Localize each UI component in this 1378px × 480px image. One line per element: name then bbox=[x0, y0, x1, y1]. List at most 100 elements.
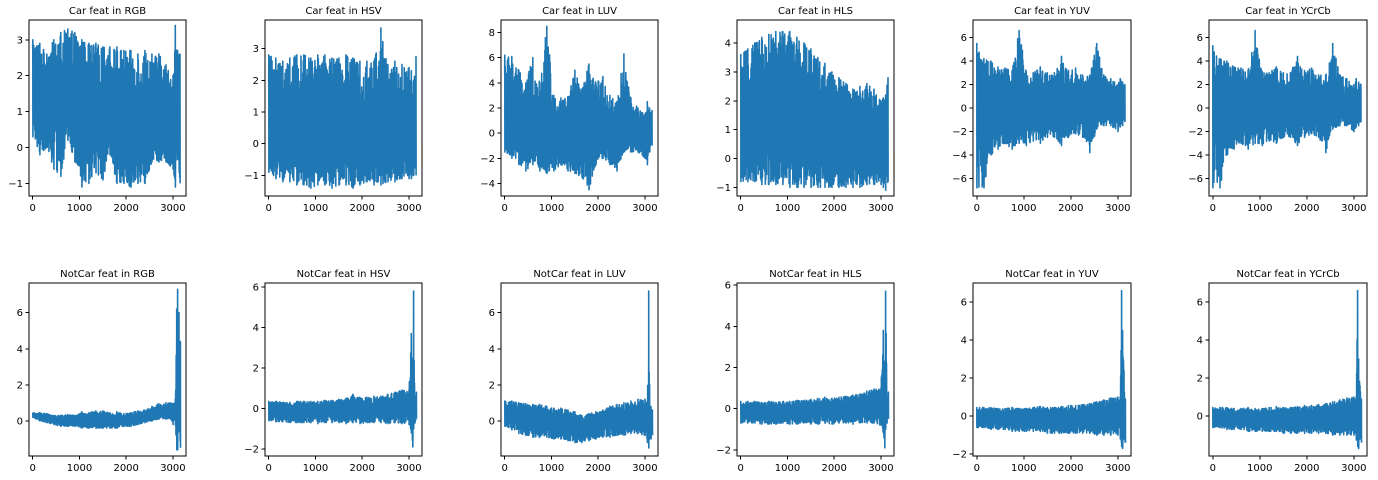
y-tick-label: 2 bbox=[1197, 80, 1203, 91]
subplot-11: 0 1000 2000 3000 −2 0 2 4 6 NotCar feat in YUV bbox=[952, 269, 1132, 474]
y-tick-label: 2 bbox=[253, 76, 259, 87]
series-line bbox=[976, 29, 1126, 189]
x-tick-label: 0 bbox=[266, 463, 272, 474]
series-line bbox=[31, 24, 181, 188]
x-tick-label: 3000 bbox=[1105, 203, 1130, 214]
y-tick-label: −4 bbox=[480, 179, 495, 190]
y-tick-label: 6 bbox=[1197, 298, 1203, 309]
y-tick-label: −1 bbox=[244, 171, 259, 182]
y-tick-label: 0 bbox=[17, 416, 23, 427]
x-tick-label: 3000 bbox=[632, 463, 657, 474]
x-tick-label: 2000 bbox=[1058, 463, 1083, 474]
y-tick-label: 1 bbox=[725, 125, 731, 136]
subplot-title: Car feat in HSV bbox=[305, 6, 381, 17]
x-tick-label: 1000 bbox=[1011, 463, 1036, 474]
y-tick-label: 0 bbox=[253, 404, 259, 415]
y-tick-label: 4 bbox=[17, 344, 23, 355]
y-tick-label: 1 bbox=[17, 107, 23, 118]
x-tick-label: 0 bbox=[266, 203, 272, 214]
y-tick-label: 2 bbox=[253, 363, 259, 374]
x-tick-label: 0 bbox=[738, 203, 744, 214]
x-tick-label: 1000 bbox=[67, 463, 92, 474]
subplot-title: NotCar feat in RGB bbox=[60, 269, 155, 280]
y-tick-label: 0 bbox=[1197, 104, 1203, 115]
subplot-title: NotCar feat in LUV bbox=[533, 269, 626, 280]
x-tick-label: 3000 bbox=[868, 203, 893, 214]
x-tick-label: 0 bbox=[738, 463, 744, 474]
x-tick-label: 2000 bbox=[821, 203, 846, 214]
x-tick-label: 1000 bbox=[303, 463, 328, 474]
y-tick-label: 3 bbox=[253, 44, 259, 55]
subplot-9: 0 1000 2000 3000 0 2 4 6 NotCar feat in LUV bbox=[489, 269, 659, 474]
series-line bbox=[31, 288, 182, 451]
y-tick-label: 0 bbox=[489, 129, 495, 140]
y-tick-label: 4 bbox=[961, 57, 967, 68]
axes-frame bbox=[1208, 282, 1368, 457]
x-tick-label: 1000 bbox=[303, 203, 328, 214]
x-tick-label: 0 bbox=[974, 203, 980, 214]
x-tick-label: 0 bbox=[502, 203, 508, 214]
y-tick-label: −2 bbox=[480, 154, 495, 165]
subplot-title: NotCar feat in YCrCb bbox=[1236, 269, 1339, 280]
y-tick-label: 4 bbox=[489, 78, 495, 89]
y-tick-label: −2 bbox=[716, 445, 731, 456]
y-tick-label: 2 bbox=[961, 80, 967, 91]
series-line bbox=[1212, 29, 1362, 189]
axes-frame bbox=[264, 282, 423, 457]
x-tick-label: 3000 bbox=[1341, 463, 1366, 474]
y-tick-label: −2 bbox=[952, 450, 967, 461]
y-tick-label: 6 bbox=[17, 308, 23, 319]
subplot-12: 0 1000 2000 3000 0 2 4 6 NotCar feat in YCrCb bbox=[1197, 269, 1368, 474]
y-tick-label: −2 bbox=[952, 127, 967, 138]
x-tick-label: 2000 bbox=[1294, 463, 1319, 474]
x-tick-label: 3000 bbox=[632, 203, 657, 214]
y-tick-label: 6 bbox=[961, 298, 967, 309]
x-tick-label: 3000 bbox=[1341, 203, 1366, 214]
y-tick-label: 0 bbox=[961, 104, 967, 115]
subplot-8: 0 1000 2000 3000 −2 0 2 4 6 NotCar feat in HSV bbox=[244, 269, 423, 474]
axes-frame bbox=[28, 19, 187, 197]
axes-frame bbox=[736, 19, 895, 197]
y-tick-label: 0 bbox=[725, 154, 731, 165]
x-tick-label: 0 bbox=[30, 463, 36, 474]
subplot-title: Car feat in YCrCb bbox=[1245, 6, 1331, 17]
x-tick-label: 2000 bbox=[585, 203, 610, 214]
x-tick-label: 3000 bbox=[868, 463, 893, 474]
series-line bbox=[503, 290, 654, 449]
y-tick-label: −6 bbox=[952, 174, 967, 185]
y-tick-label: 4 bbox=[489, 344, 495, 355]
y-tick-label: 3 bbox=[725, 67, 731, 78]
series-line bbox=[503, 25, 653, 191]
x-tick-label: 2000 bbox=[1058, 203, 1083, 214]
subplot-3: 0 1000 2000 3000 −4 −2 0 2 4 6 8 Car feat in LUV bbox=[480, 6, 659, 214]
y-tick-label: 0 bbox=[1197, 412, 1203, 423]
subplot-title: Car feat in YUV bbox=[1014, 6, 1090, 17]
x-tick-label: 0 bbox=[1210, 463, 1216, 474]
subplot-10: 0 1000 2000 3000 −2 0 2 4 6 NotCar feat in HLS bbox=[716, 269, 895, 474]
y-tick-label: 6 bbox=[489, 308, 495, 319]
x-tick-label: 1000 bbox=[67, 203, 92, 214]
y-tick-label: −4 bbox=[1188, 150, 1203, 161]
y-tick-label: 6 bbox=[961, 33, 967, 44]
x-tick-label: 2000 bbox=[1294, 203, 1319, 214]
y-tick-label: 6 bbox=[253, 283, 259, 294]
y-tick-label: −2 bbox=[1188, 127, 1203, 138]
y-tick-label: 4 bbox=[725, 322, 731, 333]
y-tick-label: 4 bbox=[253, 323, 259, 334]
y-tick-label: −6 bbox=[1188, 174, 1203, 185]
y-tick-label: 6 bbox=[1197, 33, 1203, 44]
y-tick-label: 2 bbox=[725, 96, 731, 107]
subplot-title: NotCar feat in HLS bbox=[769, 269, 862, 280]
y-tick-label: −4 bbox=[952, 150, 967, 161]
axes-frame bbox=[736, 282, 895, 457]
y-tick-label: −1 bbox=[8, 179, 23, 190]
subplot-1: 0 1000 2000 3000 −1 0 1 2 3 Car feat in RGB bbox=[8, 6, 187, 214]
y-tick-label: 0 bbox=[489, 416, 495, 427]
x-tick-label: 2000 bbox=[113, 463, 138, 474]
y-tick-label: 3 bbox=[17, 35, 23, 46]
y-tick-label: −2 bbox=[244, 444, 259, 455]
subplot-title: Car feat in RGB bbox=[69, 6, 146, 17]
y-tick-label: 0 bbox=[961, 412, 967, 423]
x-tick-label: 0 bbox=[1210, 203, 1216, 214]
y-tick-label: 1 bbox=[253, 107, 259, 118]
